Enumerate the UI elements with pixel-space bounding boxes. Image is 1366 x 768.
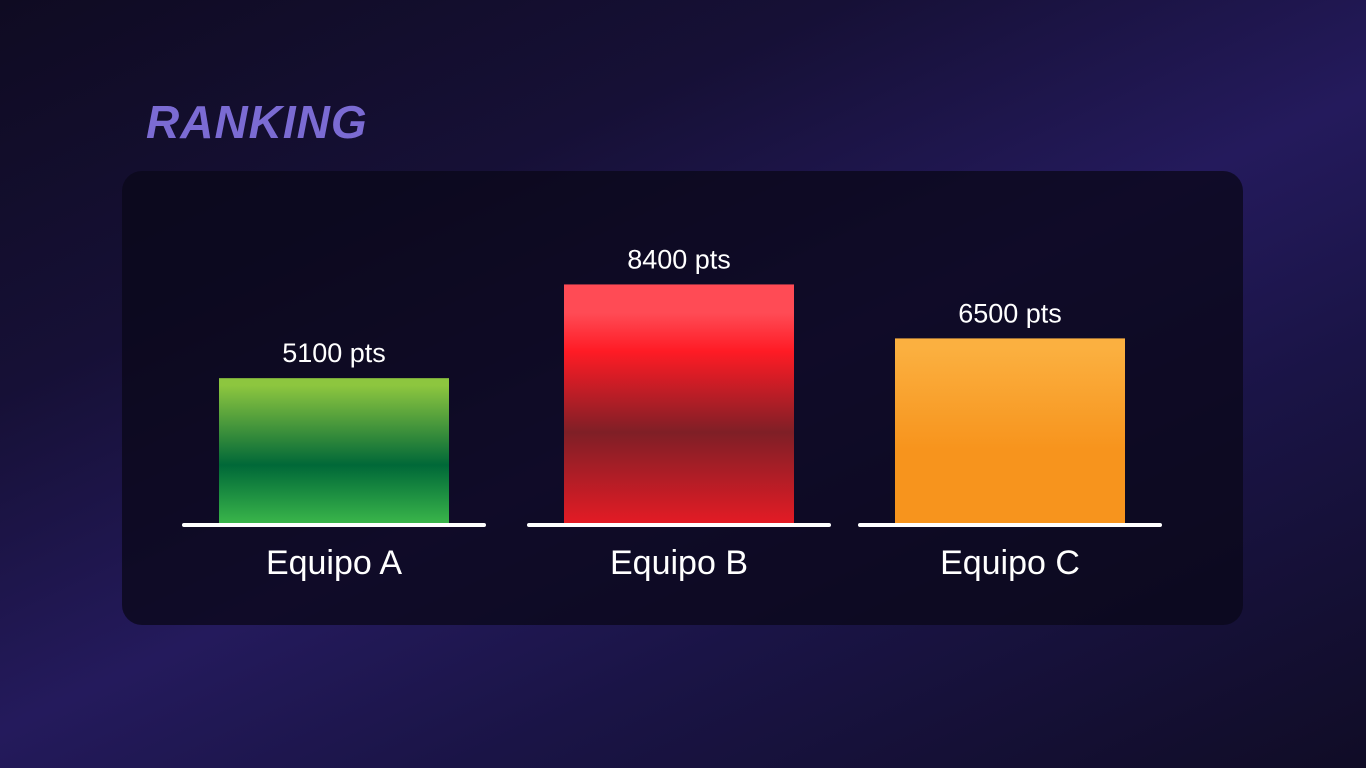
labels-layer: 5100 pts Equipo A 8400 pts Equipo B 6500 pts… [266,244,1080,582]
page-title: RANKING [146,96,368,148]
bar-equipo-a [219,378,449,523]
bar-equipo-c [895,338,1125,523]
bar-equipo-b [564,284,794,523]
value-label-equipo-b: 8400 pts [627,244,731,274]
bars-layer [219,284,1125,523]
value-label-equipo-c: 6500 pts [958,298,1062,328]
bar-chart: 5100 pts Equipo A 8400 pts Equipo B 6500 pts… [182,244,1162,582]
value-label-equipo-a: 5100 pts [282,338,386,368]
category-label-equipo-c: Equipo C [940,544,1080,582]
category-label-equipo-a: Equipo A [266,544,402,582]
category-label-equipo-b: Equipo B [610,544,748,582]
chart-card: 5100 pts Equipo A 8400 pts Equipo B 6500 pts… [122,171,1243,625]
